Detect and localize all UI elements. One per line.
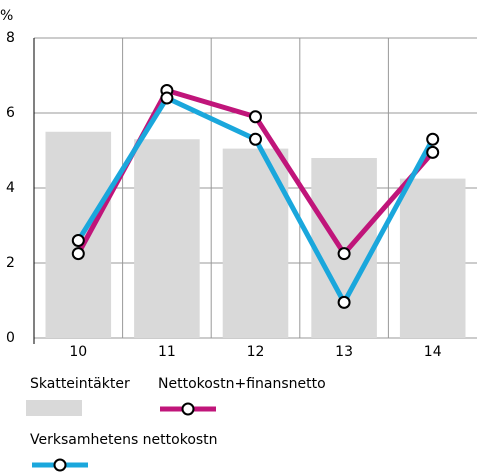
point (160, 91, 174, 105)
point (337, 247, 351, 261)
legend-marker (181, 402, 195, 416)
legend-marker (53, 458, 67, 472)
x-tick-label: 14 (424, 344, 442, 360)
point (337, 295, 351, 309)
point (71, 234, 85, 247)
point (71, 247, 85, 261)
bar (399, 178, 466, 338)
x-tick-label: 11 (158, 344, 176, 360)
y-tick-label: 4 (6, 180, 15, 196)
legend-swatch (26, 400, 82, 416)
y-tick-label: 8 (6, 30, 15, 46)
legend-label: Skatteintäkter (30, 376, 130, 392)
point (249, 110, 262, 124)
x-tick-label: 12 (247, 344, 265, 360)
point (426, 132, 440, 146)
x-tick-label: 13 (335, 344, 353, 360)
legend-label: Nettokostn+finansnetto (158, 376, 326, 392)
y-tick-label: 6 (6, 105, 15, 121)
x-tick-label: 10 (69, 344, 87, 360)
y-tick-label: 2 (6, 255, 15, 271)
y-axis-label: % (0, 8, 13, 24)
point (249, 132, 262, 146)
legend-label: Verksamhetens nettokostn (30, 432, 218, 448)
y-tick-label: 0 (6, 330, 15, 346)
bar (134, 139, 200, 338)
point (426, 145, 440, 159)
